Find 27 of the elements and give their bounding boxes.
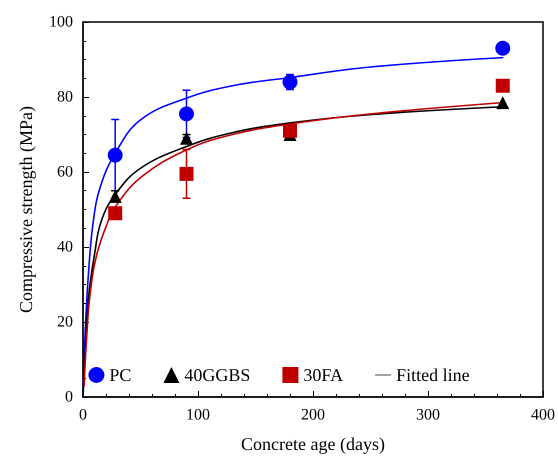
- x-tick-label: 100: [186, 406, 210, 424]
- legend-label: 30FA: [303, 365, 344, 385]
- point: [496, 78, 510, 93]
- legend-label: Fitted line: [396, 365, 470, 385]
- y-tick-label: 40: [57, 238, 73, 256]
- point: [495, 40, 510, 56]
- y-tick-label: 20: [57, 314, 73, 330]
- point: [283, 124, 297, 138]
- point: [108, 148, 123, 163]
- point: [108, 206, 122, 220]
- y-tick-label: 80: [57, 88, 73, 106]
- point: [180, 132, 193, 145]
- x-axis-title: Concrete age (days): [241, 434, 385, 454]
- x-tick-label: 400: [531, 406, 555, 424]
- legend-label: 40GGBS: [184, 365, 250, 385]
- x-tick-label: 200: [301, 406, 325, 424]
- x-tick-label: 0: [79, 406, 87, 424]
- y-axis-title: Compressive strength (MPa): [16, 106, 36, 313]
- y-tick-label: 100: [49, 14, 73, 30]
- legend-label: PC: [109, 365, 132, 385]
- x-tick-label: 300: [416, 406, 440, 424]
- point: [496, 96, 510, 110]
- y-tick-label: 60: [57, 164, 73, 180]
- point: [282, 74, 298, 90]
- point: [179, 106, 194, 122]
- point: [180, 166, 194, 181]
- y-tick-label: 0: [65, 388, 73, 406]
